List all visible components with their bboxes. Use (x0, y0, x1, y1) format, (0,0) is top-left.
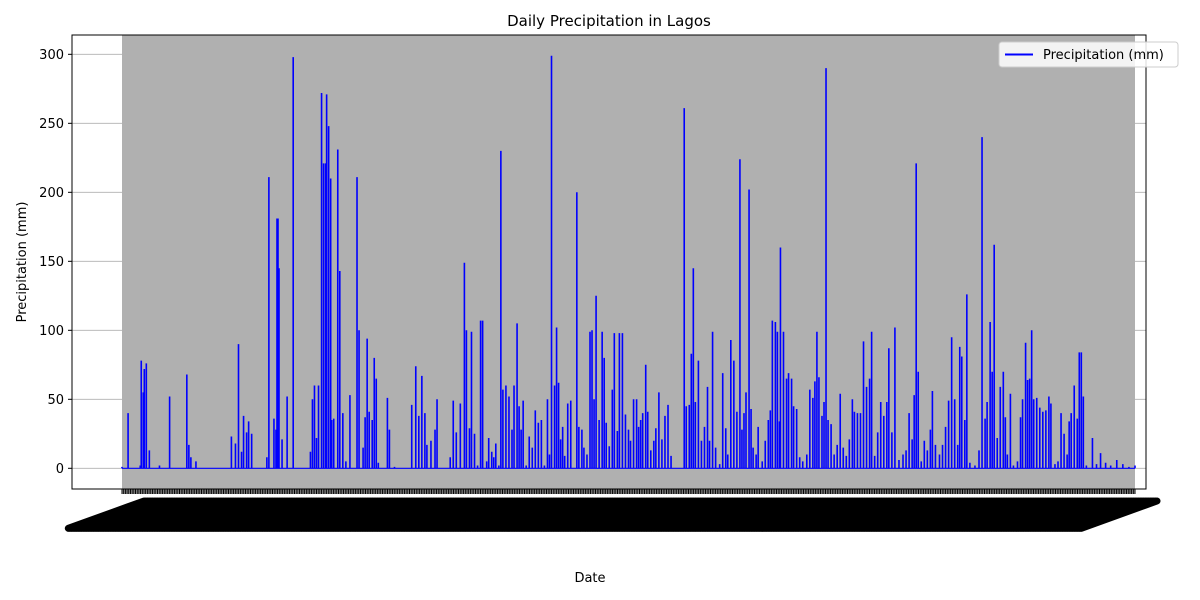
chart-title: Daily Precipitation in Lagos (507, 12, 711, 30)
y-tick-label: 250 (39, 117, 64, 132)
y-tick-label: 100 (39, 324, 64, 339)
legend-label: Precipitation (mm) (1043, 48, 1164, 63)
precipitation-series-line (121, 55, 1136, 469)
y-tick-label: 200 (39, 186, 64, 201)
y-axis-ticks: 0 50 100 150 200 250 300 (39, 48, 72, 477)
series-layer (121, 55, 1136, 469)
y-tick-label: 0 (56, 462, 64, 477)
x-axis-ticks (64, 489, 1161, 532)
x-axis-label: Date (574, 571, 605, 586)
y-tick-label: 150 (39, 255, 64, 270)
y-axis-label: Precipitation (mm) (15, 202, 30, 323)
legend: Precipitation (mm) (998, 41, 1179, 68)
y-tick-label: 50 (47, 393, 64, 408)
axes-border (71, 34, 1147, 490)
legend-box (998, 41, 1179, 68)
y-tick-label: 300 (39, 48, 64, 63)
x-tick-label (1077, 497, 1161, 532)
